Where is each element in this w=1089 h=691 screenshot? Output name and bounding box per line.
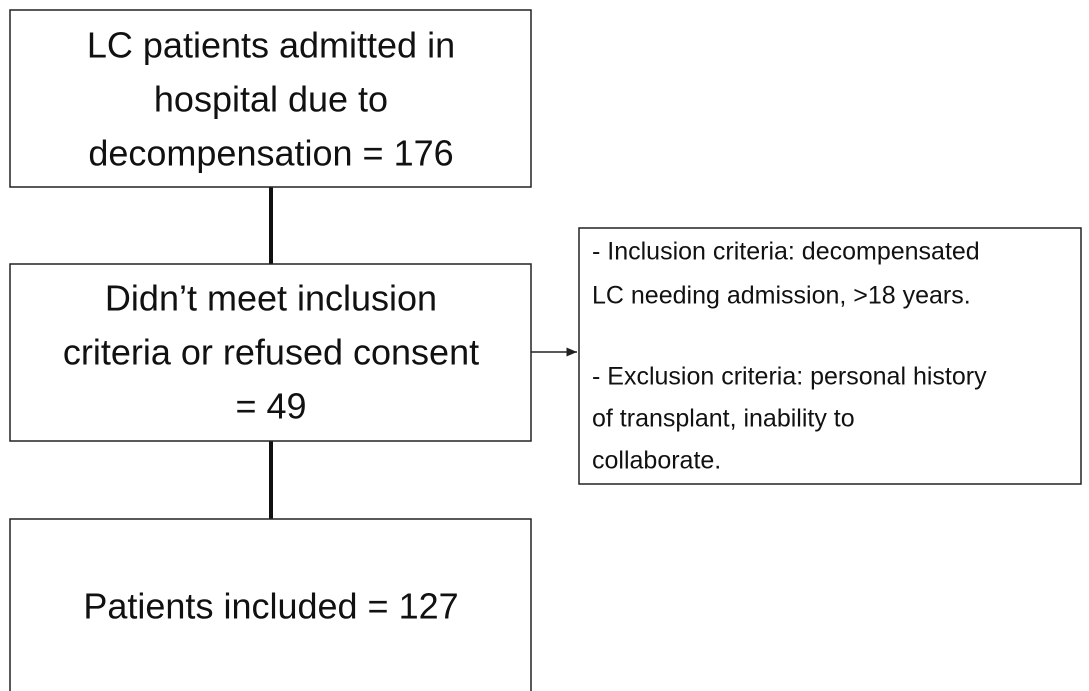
node-text: Patients included = 127 [83, 586, 458, 627]
note-text: - Exclusion criteria: personal history [592, 363, 987, 391]
node-text: hospital due to [154, 79, 388, 120]
node: Didn’t meet inclusion criteria or refuse… [9, 263, 532, 442]
note-text: LC needing admission, >18 years. [592, 282, 971, 310]
note-box [578, 227, 1082, 485]
node-text: LC patients admitted in [87, 25, 455, 66]
node-box [9, 263, 532, 442]
node-box [9, 518, 532, 691]
node-text: = 49 [235, 386, 306, 427]
note-text: - Inclusion criteria: decompensated [592, 238, 980, 266]
node-box [9, 9, 532, 188]
criteria-note: - Inclusion criteria: decompensated LC n… [578, 227, 1082, 485]
node: Patients included = 127 [9, 518, 532, 691]
node: LC patients admitted in hospital due to … [9, 9, 532, 188]
node-text: decompensation = 176 [88, 133, 453, 174]
note-text: of transplant, inability to [592, 405, 855, 433]
note-text: collaborate. [592, 447, 721, 475]
node-text: criteria or refused consent [63, 332, 479, 373]
node-text: Didn’t meet inclusion [105, 278, 437, 319]
